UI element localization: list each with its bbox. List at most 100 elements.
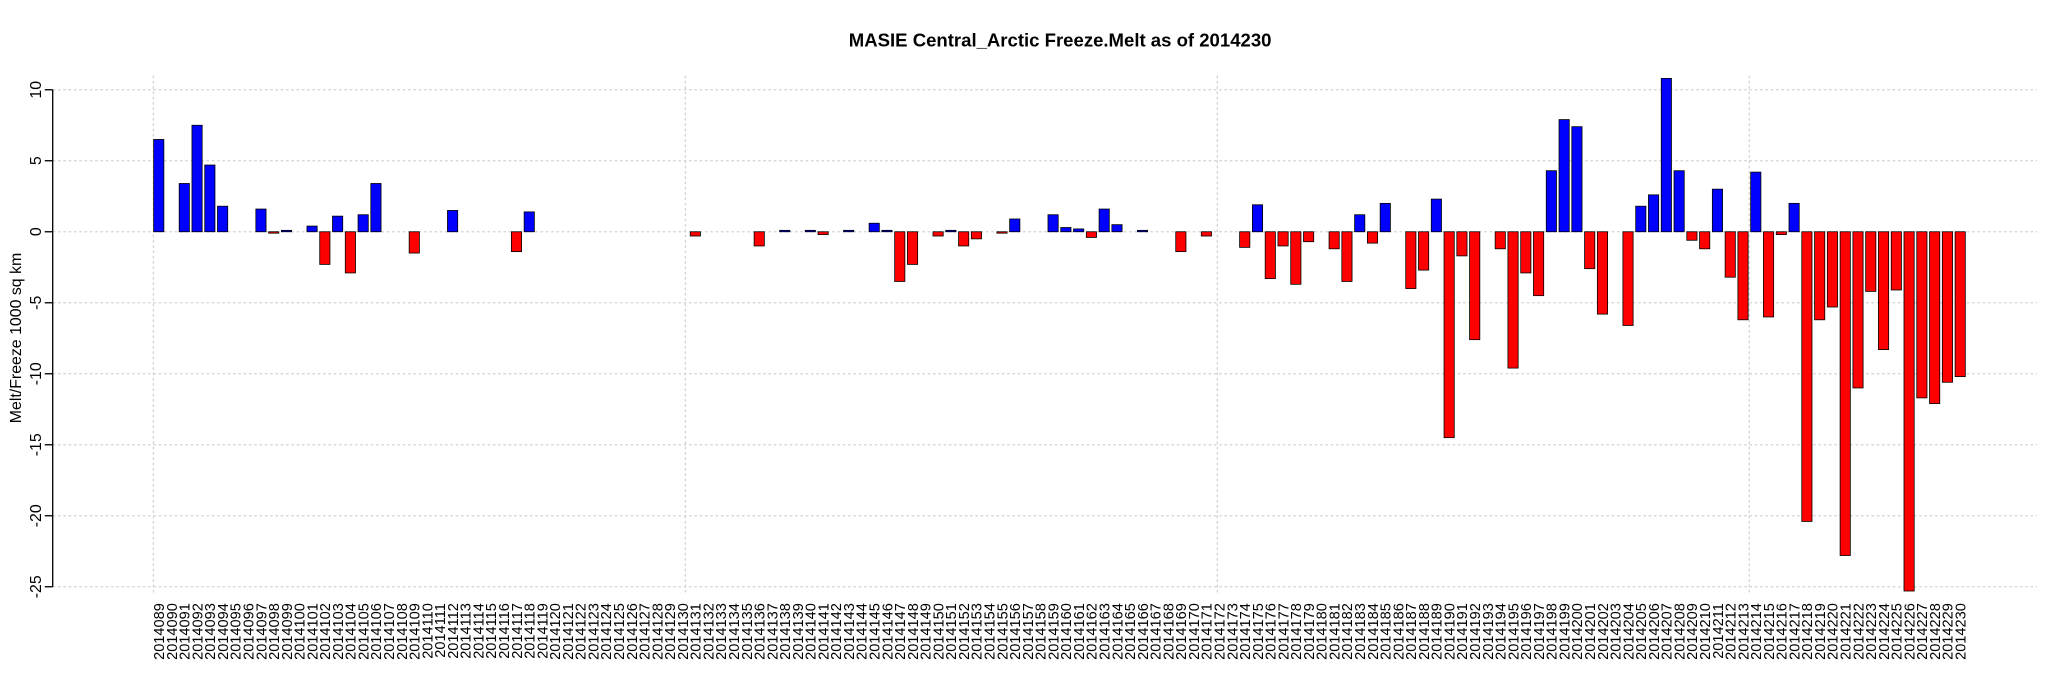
bar <box>1405 231 1417 289</box>
x-tick-label: 2014089 <box>152 603 168 660</box>
bar <box>510 231 522 253</box>
bar <box>1366 231 1379 244</box>
bar <box>1098 208 1110 233</box>
x-tick-label: 2014125 <box>612 603 628 660</box>
x-tick-label: 2014223 <box>1864 603 1880 660</box>
x-tick-label: 2014115 <box>484 603 500 659</box>
bar <box>1750 171 1762 233</box>
x-tick-label: 2014141 <box>816 603 832 660</box>
bar <box>178 183 190 233</box>
bar <box>1379 202 1391 233</box>
bar <box>945 229 957 233</box>
x-tick-label: 2014217 <box>1787 603 1803 660</box>
x-tick-label: 2014193 <box>1481 603 1497 660</box>
x-tick-label: 2014090 <box>165 603 181 660</box>
x-tick-label: 2014150 <box>931 603 947 660</box>
x-tick-label: 2014208 <box>1672 603 1688 660</box>
x-tick-label: 2014206 <box>1647 603 1663 660</box>
bar <box>447 210 459 233</box>
x-tick-label: 2014188 <box>1417 603 1433 660</box>
bar <box>344 231 356 274</box>
bar <box>1341 231 1353 282</box>
x-tick-label: 2014100 <box>293 603 309 660</box>
x-tick-label: 2014215 <box>1762 603 1778 660</box>
x-tick-label: 2014098 <box>267 603 283 660</box>
x-tick-label: 2014144 <box>855 603 871 660</box>
bar <box>1673 170 1685 233</box>
x-tick-label: 2014195 <box>1506 603 1522 660</box>
bar <box>191 124 203 233</box>
bar <box>1596 231 1608 315</box>
x-tick-label: 2014216 <box>1775 603 1791 660</box>
bar <box>217 205 229 233</box>
x-tick-label: 2014174 <box>1238 603 1254 660</box>
x-tick-label: 2014185 <box>1379 603 1395 660</box>
x-tick-label: 2014131 <box>689 603 705 660</box>
x-tick-label: 2014102 <box>318 603 334 660</box>
x-tick-label: 2014128 <box>650 603 666 660</box>
y-tick-label: -20 <box>28 504 45 527</box>
x-tick-label: 2014211 <box>1711 603 1727 659</box>
bar <box>1711 188 1723 233</box>
x-tick-label: 2014229 <box>1941 603 1957 660</box>
x-tick-label: 2014156 <box>1008 603 1024 660</box>
bar <box>268 231 280 234</box>
x-tick-label: 2014189 <box>1430 603 1446 660</box>
x-tick-label: 2014183 <box>1353 603 1369 660</box>
x-tick-label: 2014110 <box>420 603 436 659</box>
x-tick-label: 2014097 <box>254 603 270 660</box>
x-tick-label: 2014117 <box>510 603 526 659</box>
bar <box>779 229 791 233</box>
x-tick-label: 2014171 <box>1200 603 1216 660</box>
bar <box>1175 231 1187 253</box>
x-tick-label: 2014151 <box>944 603 960 660</box>
x-tick-label: 2014225 <box>1890 603 1906 660</box>
bar <box>1622 231 1634 326</box>
bar <box>907 231 919 265</box>
bar <box>1073 228 1085 233</box>
bar <box>1648 194 1660 233</box>
bar <box>894 231 906 282</box>
bar <box>1737 231 1749 321</box>
x-tick-label: 2014209 <box>1685 603 1701 660</box>
bar <box>1264 231 1276 280</box>
x-tick-label: 2014230 <box>1954 603 1970 660</box>
bar <box>1277 231 1289 247</box>
bar <box>970 231 982 240</box>
x-tick-label: 2014113 <box>459 603 475 659</box>
x-tick-label: 2014205 <box>1634 603 1650 660</box>
x-tick-label: 2014186 <box>1391 603 1407 660</box>
x-tick-label: 2014093 <box>203 603 219 660</box>
x-tick-label: 2014143 <box>842 603 858 660</box>
x-tick-label: 2014170 <box>1187 603 1203 660</box>
bar <box>1852 231 1864 389</box>
x-tick-label: 2014094 <box>216 603 232 660</box>
x-tick-label: 2014091 <box>178 603 194 660</box>
bar <box>1060 227 1072 233</box>
x-tick-label: 2014114 <box>471 603 487 659</box>
x-tick-label: 2014213 <box>1736 603 1752 660</box>
x-tick-label: 2014192 <box>1468 603 1484 660</box>
x-tick-label: 2014133 <box>714 603 730 660</box>
bar <box>843 229 855 233</box>
x-tick-label: 2014120 <box>548 603 564 660</box>
x-tick-label: 2014199 <box>1557 603 1573 660</box>
x-tick-label: 2014123 <box>586 603 602 660</box>
x-tick-label: 2014096 <box>241 603 257 660</box>
x-tick-label: 2014160 <box>1059 603 1075 660</box>
bar <box>804 229 816 233</box>
x-tick-label: 2014218 <box>1800 603 1816 660</box>
x-tick-label: 2014165 <box>1123 603 1139 660</box>
bar <box>868 222 880 233</box>
bar <box>1443 231 1455 439</box>
x-tick-label: 2014155 <box>995 603 1011 660</box>
x-tick-label: 2014122 <box>574 603 590 660</box>
x-tick-label: 2014184 <box>1366 603 1382 660</box>
x-tick-label: 2014148 <box>906 603 922 660</box>
x-tick-label: 2014164 <box>1110 603 1126 660</box>
x-tick-label: 2014139 <box>791 603 807 660</box>
bar <box>1865 231 1877 292</box>
x-tick-label: 2014169 <box>1174 603 1190 660</box>
bar <box>1085 231 1097 238</box>
